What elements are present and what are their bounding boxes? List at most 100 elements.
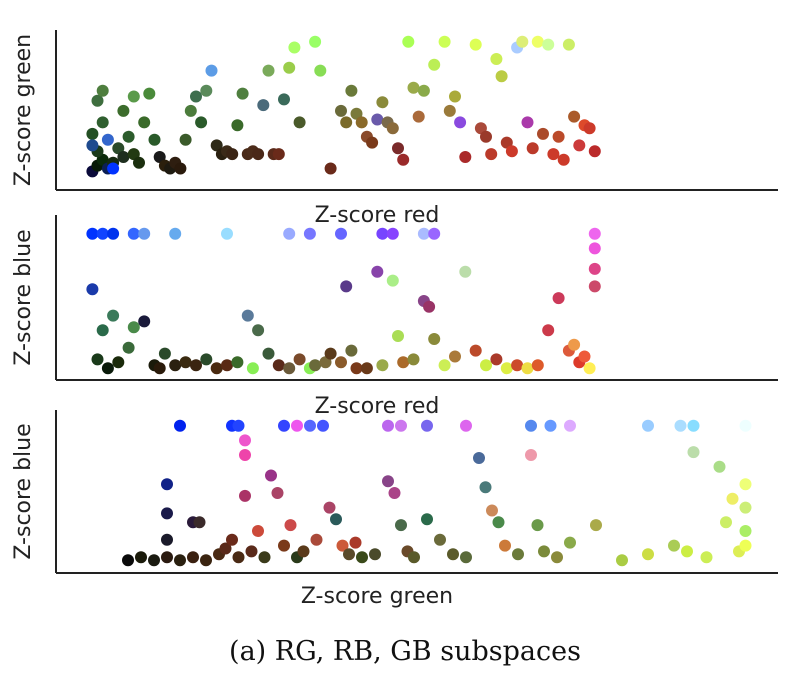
data-point [278, 419, 290, 432]
data-point [531, 35, 544, 48]
data-point [219, 542, 232, 555]
data-point [174, 554, 186, 567]
data-point [252, 324, 265, 337]
data-point [505, 145, 518, 158]
data-point [309, 359, 322, 372]
data-point [486, 504, 498, 517]
data-point [314, 64, 327, 77]
data-point [246, 362, 259, 375]
data-point [388, 487, 401, 499]
data-point [421, 513, 433, 526]
data-point [407, 353, 420, 366]
data-point [293, 353, 306, 366]
data-point [153, 362, 166, 375]
data-point [236, 87, 249, 100]
data-point [226, 148, 239, 161]
data-point [133, 156, 145, 169]
data-point [148, 554, 160, 567]
data-point [382, 419, 394, 432]
data-point [278, 539, 290, 552]
data-point [221, 359, 233, 372]
data-point [564, 419, 576, 432]
data-point [459, 265, 472, 278]
data-point [438, 359, 451, 372]
data-point [382, 475, 394, 488]
data-point [578, 350, 591, 363]
data-point [278, 93, 290, 106]
data-point [231, 119, 244, 132]
data-point [245, 545, 258, 558]
data-point [122, 554, 134, 567]
data-point [283, 362, 296, 375]
data-point [153, 151, 166, 163]
data-point [297, 545, 310, 558]
data-point [386, 274, 399, 287]
data-point [443, 104, 456, 117]
data-point [190, 359, 202, 372]
data-point [521, 362, 534, 375]
data-point [200, 554, 212, 567]
data-point [241, 309, 254, 322]
data-point [221, 227, 233, 240]
data-point [122, 130, 135, 143]
data-point [340, 280, 353, 293]
data-point [460, 419, 472, 432]
data-point [179, 133, 192, 146]
data-point [148, 133, 161, 146]
data-point [193, 516, 206, 529]
panel-2: Z-score red Z-score blue [11, 215, 778, 419]
data-point [117, 151, 130, 163]
data-point [179, 356, 192, 369]
data-point [542, 324, 555, 337]
data-point [739, 419, 752, 432]
data-point [293, 116, 306, 129]
data-point [127, 321, 140, 334]
data-point [169, 227, 182, 240]
data-point [291, 419, 303, 432]
data-point [480, 130, 492, 143]
data-point [360, 362, 373, 375]
data-point [371, 113, 384, 126]
data-point [272, 148, 285, 161]
data-point [335, 356, 347, 369]
data-point [284, 519, 297, 532]
data-point [526, 142, 539, 155]
data-point [544, 419, 557, 432]
data-point [283, 227, 296, 240]
data-point [288, 41, 301, 54]
data-point [588, 242, 601, 255]
data-point [538, 545, 550, 558]
data-point [340, 116, 353, 129]
data-point [232, 419, 245, 432]
data-point [319, 356, 332, 369]
data-point [200, 353, 213, 366]
data-point [200, 84, 213, 97]
data-point [310, 533, 323, 546]
data-point [107, 309, 120, 322]
data-point [376, 96, 389, 109]
data-point [101, 362, 114, 375]
data-point [428, 333, 441, 345]
data-point [512, 548, 524, 561]
data-point [525, 419, 537, 432]
data-point [562, 38, 575, 51]
data-point [552, 292, 565, 305]
data-point [551, 551, 563, 564]
data-point [355, 116, 368, 129]
data-point [386, 227, 399, 240]
data-point [588, 280, 601, 293]
data-point [547, 148, 560, 161]
data-point [330, 513, 342, 526]
data-point [395, 519, 407, 532]
data-point [265, 469, 277, 482]
data-point [412, 110, 425, 123]
data-point [499, 539, 511, 552]
data-point [252, 525, 264, 537]
data-point [402, 35, 415, 48]
data-point [459, 151, 472, 163]
data-point [86, 283, 99, 296]
data-point [434, 533, 446, 546]
data-point [376, 227, 389, 240]
data-point [169, 359, 182, 372]
